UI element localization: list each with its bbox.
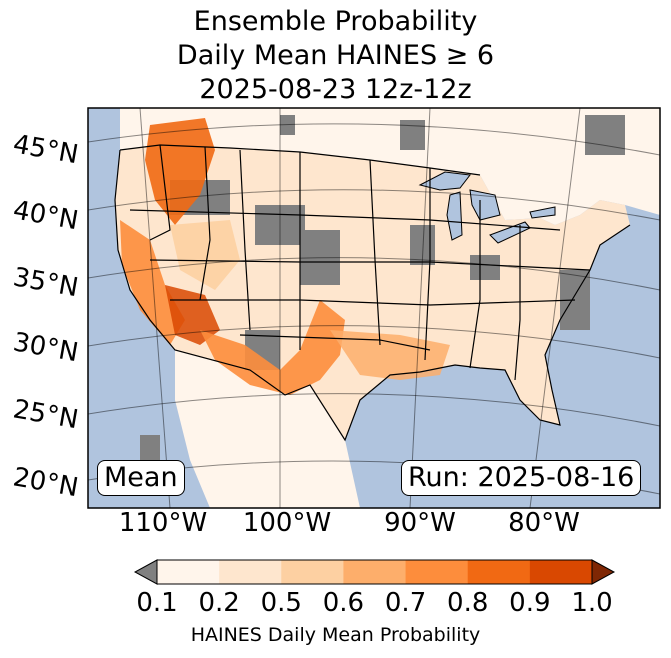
border-line <box>199 146 211 301</box>
grid-line <box>88 123 660 156</box>
grid-line <box>409 108 431 508</box>
lon-label-110: 110°W <box>119 508 207 538</box>
border-line <box>129 209 561 231</box>
lon-label-90: 90°W <box>384 508 456 538</box>
grid-line <box>139 108 171 508</box>
prob-great-basin <box>170 220 240 290</box>
border-line <box>239 149 251 331</box>
colorbar-over-arrow <box>591 559 616 585</box>
state-borders <box>114 144 631 442</box>
border-line <box>424 168 431 361</box>
canada-land <box>120 108 660 225</box>
lake-superior <box>418 171 471 191</box>
prob-four-corners <box>200 300 345 395</box>
missing-patch <box>255 205 305 245</box>
colorbar-tick-label: 0.7 <box>384 588 427 618</box>
colorbar-segment <box>405 560 469 584</box>
missing-patch <box>410 225 435 265</box>
colorbar <box>133 559 616 585</box>
border-line <box>469 200 481 369</box>
colorbar-segment <box>219 560 282 584</box>
title-line-1: Ensemble Probability <box>193 6 478 37</box>
border-line <box>239 334 431 351</box>
lat-label-35: 35°N <box>11 262 81 303</box>
colorbar-segment <box>467 560 531 584</box>
colorbar-segment <box>157 560 220 584</box>
missing-patch <box>280 115 295 135</box>
lon-label-100: 100°W <box>243 508 331 538</box>
colorbar-label: HAINES Daily Mean Probability <box>190 624 481 646</box>
grid-line <box>529 108 581 508</box>
grid-line <box>88 189 660 221</box>
colorbar-tick-label: 1.0 <box>571 588 613 618</box>
border-line <box>514 225 521 381</box>
lon-labels: 110°W 100°W 90°W 80°W <box>119 508 580 538</box>
colorbar-tick-label: 0.5 <box>260 588 302 618</box>
map-frame <box>87 107 661 509</box>
border-line <box>149 144 171 241</box>
grid-line <box>88 393 660 427</box>
border-line <box>149 259 591 271</box>
colorbar-under-arrow <box>133 559 158 585</box>
lat-label-45: 45°N <box>11 129 81 170</box>
colorbar-tick-label: 0.6 <box>322 588 365 618</box>
missing-patch <box>585 115 625 155</box>
missing-patch <box>300 230 340 285</box>
colorbar-tick-label: 0.1 <box>136 588 178 618</box>
prob-texas-ok <box>330 330 450 380</box>
lake-huron <box>469 189 501 221</box>
border-line <box>170 299 576 306</box>
mexico-land <box>175 350 360 508</box>
colorbar-tick-label: 0.9 <box>509 588 551 618</box>
missing-patch <box>470 255 500 280</box>
grid-line <box>88 257 660 291</box>
lake-ontario <box>529 206 556 219</box>
missing-patch <box>400 120 425 150</box>
colorbar-segment <box>529 560 593 584</box>
graticule <box>88 108 660 508</box>
lat-label-25: 25°N <box>11 394 81 435</box>
lon-label-80: 80°W <box>508 508 580 538</box>
colorbar-segment <box>281 560 344 584</box>
border-line <box>369 159 381 346</box>
lat-label-20: 20°N <box>11 462 81 503</box>
lat-labels: 45°N 40°N 35°N 30°N 25°N 20°N <box>11 129 81 503</box>
prob-california <box>120 220 185 345</box>
lake-michigan <box>446 191 463 241</box>
lat-label-30: 30°N <box>11 327 81 368</box>
colorbar-segment <box>343 560 407 584</box>
grid-line <box>88 325 660 359</box>
colorbar-frame <box>156 559 593 585</box>
colorbar-tick-label: 0.2 <box>198 588 240 618</box>
title-line-2: Daily Mean HAINES ≥ 6 <box>176 40 495 71</box>
mean-label-box: Mean <box>97 460 185 496</box>
great-lakes <box>418 171 556 244</box>
coastline <box>114 149 631 442</box>
colorbar-tick-label: 0.8 <box>447 588 489 618</box>
run-label-box: Run: 2025-08-16 <box>401 460 642 496</box>
lat-label-40: 40°N <box>11 195 81 236</box>
title-line-3: 2025-08-23 12z-12z <box>199 74 472 105</box>
